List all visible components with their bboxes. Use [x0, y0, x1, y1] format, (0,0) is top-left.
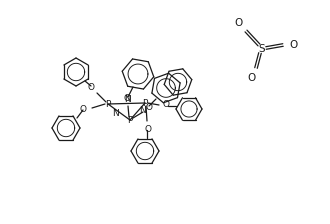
Text: N: N	[139, 106, 146, 115]
Text: O: O	[234, 18, 242, 28]
Text: P: P	[105, 99, 111, 108]
Text: P: P	[142, 99, 148, 108]
Text: N: N	[112, 108, 118, 118]
Text: O: O	[289, 40, 297, 50]
Text: O: O	[123, 93, 130, 103]
Text: S: S	[259, 44, 265, 54]
Text: O: O	[80, 105, 86, 114]
Text: N: N	[124, 95, 131, 104]
Text: O: O	[162, 99, 170, 108]
Text: O: O	[87, 82, 94, 91]
Text: O: O	[146, 103, 152, 112]
Text: O: O	[145, 125, 151, 134]
Text: O: O	[247, 73, 255, 83]
Text: P: P	[127, 116, 133, 125]
